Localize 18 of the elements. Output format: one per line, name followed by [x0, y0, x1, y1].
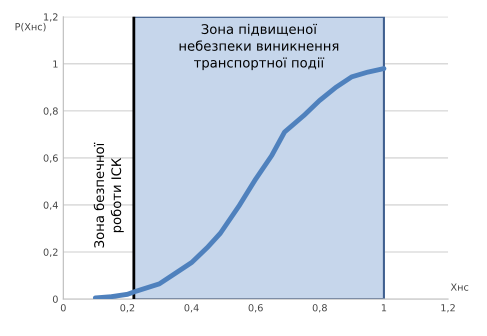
y-axis-title: P(Xнс): [16, 22, 46, 32]
y-tick-label: 0,2: [44, 248, 58, 257]
x-tick-label: 0,8: [312, 304, 327, 312]
x-tick-label: 1: [382, 304, 386, 312]
x-tick-label: 0,6: [248, 304, 263, 312]
y-tick-label: 0,6: [44, 154, 58, 163]
y-tick-label: 1,2: [44, 13, 58, 22]
annotation: Зона безпечної роботи ІСК: [94, 142, 124, 248]
x-tick-label: 0,2: [120, 304, 134, 312]
y-tick-label: 0: [52, 296, 58, 303]
y-tick-label: 0,8: [44, 107, 58, 116]
x-tick-label: 1,2: [441, 304, 455, 312]
x-tick-label: 0: [60, 304, 66, 312]
y-tick-label: 0,4: [44, 201, 58, 210]
band-label: Зона підвищеної небезпеки виникнення транспортної події: [180, 24, 338, 70]
x-axis-title: Xнс: [450, 284, 468, 291]
y-tick-label: 1: [53, 60, 58, 68]
x-tick-label: 0,4: [184, 304, 199, 312]
